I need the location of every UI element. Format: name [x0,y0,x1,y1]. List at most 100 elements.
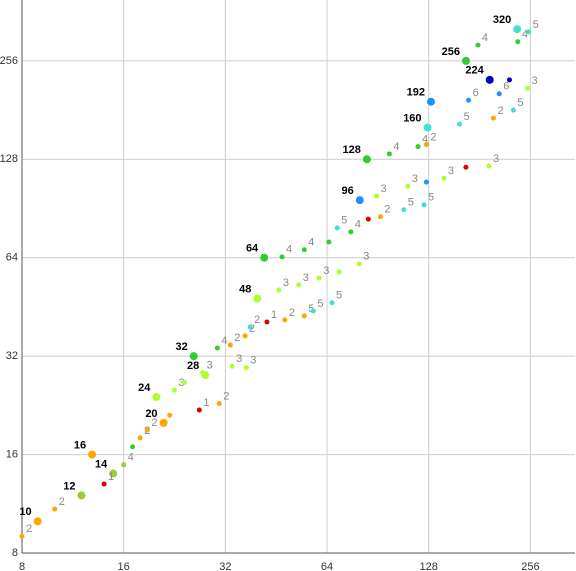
point-label: 5 [464,111,470,123]
point [485,75,494,84]
point-label: 320 [493,14,511,26]
point [490,115,496,121]
point [200,370,206,376]
point [214,345,220,351]
point-label: 2 [289,307,295,319]
point-label: 2 [249,323,255,335]
point [152,392,161,401]
point-label: 4 [522,29,528,41]
point-label: 2 [26,523,32,535]
point [356,261,362,267]
point [355,196,364,205]
point-label: 12 [63,480,75,492]
y-tick-label: 256 [0,55,18,67]
point [336,269,342,275]
point-label: 2 [234,332,240,344]
point [423,179,429,185]
point-label: 4 [128,452,134,464]
point-label: 5 [517,97,523,109]
point-label: 2 [254,314,260,326]
point [486,163,492,169]
point [348,229,354,235]
point [377,214,383,220]
point [316,275,322,281]
point [461,56,470,65]
point-label: 3 [303,272,309,284]
point-label: 6 [503,81,509,93]
y-tick-label: 64 [6,252,18,264]
point-label: 3 [448,165,454,177]
point-label: 4 [422,133,428,145]
point-label: 5 [308,303,314,315]
point [506,77,512,83]
point [33,517,42,526]
point-label: 3 [236,353,242,365]
point-label: 2 [384,204,390,216]
point-label: 3 [531,75,537,87]
point [513,25,522,34]
point-label: 6 [473,87,479,99]
point [374,193,380,199]
point [310,308,316,314]
point [130,444,136,450]
point-label: 4 [308,237,314,249]
point-label: 5 [428,192,434,204]
point [189,352,198,361]
point [362,155,371,164]
point [109,469,118,478]
point [524,85,530,91]
point [510,107,516,113]
y-tick-label: 128 [0,153,18,165]
point-label: 2 [223,391,229,403]
y-tick-label: 8 [12,547,18,559]
x-tick-label: 256 [521,561,539,571]
point-label: 4 [221,335,227,347]
point-label: 5 [341,215,347,227]
point [137,435,143,441]
point [216,401,222,407]
point-label: 4 [286,244,292,256]
point-label: 128 [343,144,361,156]
x-tick-label: 128 [420,561,438,571]
point [264,319,270,325]
y-tick-label: 16 [6,448,18,460]
point [463,164,469,170]
point-label: 28 [187,360,199,372]
point [159,418,168,427]
point-label: 64 [246,243,259,255]
point-label: 14 [95,458,108,470]
point [466,97,472,103]
point [121,462,127,468]
point [276,287,282,293]
point [88,450,97,459]
point [171,387,177,393]
x-tick-label: 16 [118,561,130,571]
point [101,481,107,487]
point [77,491,86,500]
point-label: 3 [323,265,329,277]
point [526,29,532,35]
point [243,365,249,371]
point-label: 96 [342,185,354,197]
x-tick-label: 64 [321,561,333,571]
point [401,207,407,213]
point [441,175,447,181]
point [301,247,307,253]
point-label: 3 [381,183,387,195]
point [167,412,173,418]
point-label: 5 [317,298,323,310]
point-label: 5 [408,197,414,209]
point [457,121,463,127]
point-label: 4 [482,32,488,44]
point-label: 5 [533,19,539,31]
y-tick-label: 32 [6,350,18,362]
point [415,144,421,150]
point [282,317,288,323]
point-label: 48 [239,283,251,295]
point [426,97,435,106]
point [253,294,262,303]
point [52,506,58,512]
point [229,363,235,369]
point-label: 3 [493,153,499,165]
